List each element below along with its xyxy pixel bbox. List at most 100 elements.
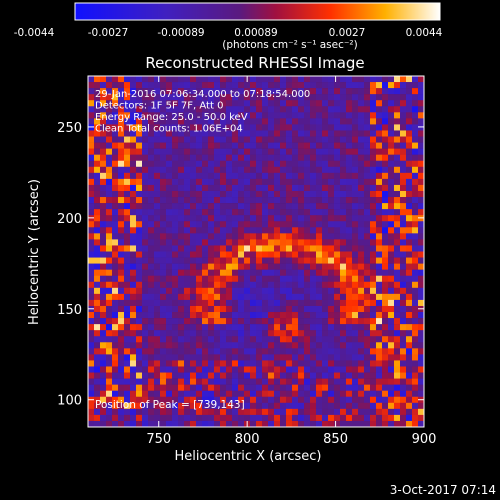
heatmap-cell bbox=[220, 100, 227, 107]
heatmap-cell bbox=[190, 94, 197, 101]
heatmap-cell bbox=[382, 184, 389, 192]
heatmap-cell bbox=[352, 299, 359, 307]
heatmap-cell bbox=[214, 209, 221, 216]
heatmap-cell bbox=[88, 348, 95, 355]
heatmap-cell bbox=[196, 245, 203, 252]
heatmap-cell bbox=[364, 366, 371, 373]
heatmap-cell bbox=[418, 257, 425, 264]
heatmap-cell bbox=[178, 384, 185, 391]
heatmap-cell bbox=[208, 372, 215, 379]
heatmap-cell bbox=[394, 348, 401, 355]
heatmap-cell bbox=[250, 251, 257, 258]
heatmap-cell bbox=[226, 330, 233, 337]
heatmap-cell bbox=[94, 299, 101, 307]
heatmap-cell bbox=[274, 233, 281, 240]
heatmap-cell bbox=[130, 305, 137, 313]
heatmap-cell bbox=[250, 384, 257, 391]
heatmap-cell bbox=[310, 76, 317, 83]
heatmap-cell bbox=[274, 414, 281, 422]
heatmap-cell bbox=[418, 384, 425, 391]
heatmap-cell bbox=[136, 408, 143, 416]
heatmap-cell bbox=[178, 312, 185, 319]
heatmap-cell bbox=[400, 184, 407, 192]
heatmap-cell bbox=[382, 136, 389, 143]
heatmap-cell bbox=[214, 390, 221, 398]
heatmap-cell bbox=[340, 245, 347, 252]
heatmap-cell bbox=[412, 160, 419, 168]
heatmap-cell bbox=[352, 221, 359, 228]
heatmap-cell bbox=[106, 312, 113, 319]
heatmap-cell bbox=[274, 239, 281, 246]
heatmap-cell bbox=[286, 184, 293, 192]
heatmap-cell bbox=[292, 178, 299, 186]
heatmap-cell bbox=[136, 106, 143, 113]
heatmap-cell bbox=[196, 166, 203, 174]
heatmap-cell bbox=[184, 402, 191, 410]
heatmap-cell bbox=[340, 118, 347, 125]
heatmap-cell bbox=[154, 172, 161, 180]
heatmap-cell bbox=[298, 172, 305, 180]
heatmap-cell bbox=[304, 160, 311, 168]
heatmap-cell bbox=[190, 342, 197, 349]
heatmap-cell bbox=[124, 330, 131, 337]
heatmap-cell bbox=[280, 354, 287, 361]
heatmap-cell bbox=[214, 106, 221, 113]
heatmap-cell bbox=[166, 318, 173, 325]
heatmap-cell bbox=[400, 378, 407, 385]
heatmap-cell bbox=[286, 384, 293, 391]
heatmap-cell bbox=[250, 106, 257, 113]
heatmap-cell bbox=[124, 160, 131, 168]
heatmap-cell bbox=[364, 342, 371, 349]
heatmap-cell bbox=[94, 384, 101, 391]
heatmap-cell bbox=[340, 263, 347, 270]
heatmap-cell bbox=[364, 136, 371, 143]
heatmap-cell bbox=[244, 360, 251, 367]
heatmap-cell bbox=[136, 402, 143, 410]
heatmap-cell bbox=[184, 336, 191, 343]
heatmap-cell bbox=[124, 184, 131, 192]
heatmap-cell bbox=[370, 318, 377, 325]
heatmap-cell bbox=[184, 148, 191, 155]
heatmap-cell bbox=[394, 184, 401, 192]
heatmap-cell bbox=[388, 378, 395, 385]
heatmap-cell bbox=[220, 76, 227, 83]
heatmap-cell bbox=[160, 324, 167, 331]
heatmap-cell bbox=[298, 209, 305, 216]
heatmap-cell bbox=[250, 396, 257, 404]
heatmap-cell bbox=[196, 366, 203, 373]
heatmap-cell bbox=[358, 118, 365, 125]
heatmap-cell bbox=[100, 420, 107, 428]
heatmap-cell bbox=[352, 82, 359, 89]
heatmap-cell bbox=[358, 239, 365, 246]
peak-position-label: Position of Peak = [739,143] bbox=[95, 399, 245, 411]
heatmap-cell bbox=[136, 305, 143, 313]
heatmap-cell bbox=[292, 360, 299, 367]
heatmap-cell bbox=[382, 197, 389, 204]
heatmap-cell bbox=[94, 166, 101, 174]
heatmap-cell bbox=[304, 402, 311, 410]
heatmap-cell bbox=[196, 257, 203, 264]
heatmap-cell bbox=[160, 408, 167, 416]
heatmap-cell bbox=[220, 293, 227, 301]
heatmap-cell bbox=[148, 160, 155, 168]
heatmap-cell bbox=[370, 312, 377, 319]
heatmap-cell bbox=[370, 221, 377, 228]
heatmap-cell bbox=[166, 366, 173, 373]
heatmap-cell bbox=[412, 348, 419, 355]
colorbar-tick-label: -0.00089 bbox=[157, 27, 204, 39]
heatmap-cell bbox=[106, 112, 113, 119]
heatmap-cell bbox=[256, 118, 263, 125]
heatmap-cell bbox=[286, 354, 293, 361]
heatmap-cell bbox=[340, 312, 347, 319]
heatmap-cell bbox=[178, 184, 185, 192]
heatmap-cell bbox=[262, 106, 269, 113]
heatmap-cell bbox=[250, 82, 257, 89]
heatmap-cell bbox=[208, 190, 215, 198]
heatmap-cell bbox=[340, 142, 347, 149]
heatmap-cell bbox=[106, 299, 113, 307]
heatmap-cell bbox=[94, 263, 101, 270]
heatmap-cell bbox=[88, 215, 95, 222]
heatmap-cell bbox=[304, 106, 311, 113]
heatmap-cell bbox=[310, 209, 317, 216]
heatmap-cell bbox=[148, 172, 155, 180]
